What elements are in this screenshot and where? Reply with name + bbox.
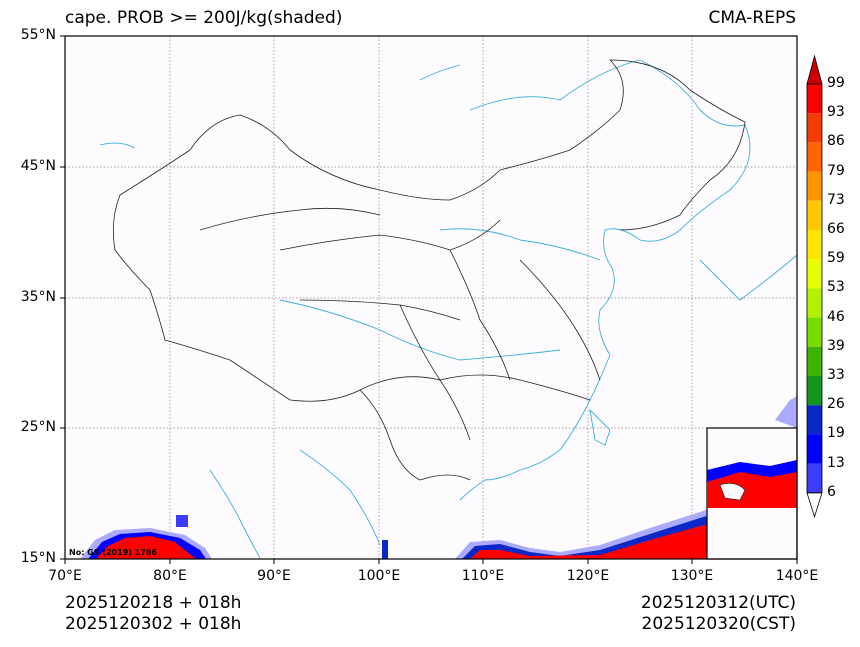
colorbar-level-label: 26	[827, 396, 845, 413]
init-time-cst: 2025120302 + 018h	[65, 614, 242, 634]
lon-label-70e: 70°E	[48, 568, 82, 584]
colorbar-segment	[807, 317, 822, 347]
lat-label-35n: 35°N	[20, 289, 56, 305]
colorbar-level-label: 33	[827, 367, 845, 383]
colorbar-level-label: 19	[827, 425, 845, 442]
lon-label-110e: 110°E	[461, 568, 505, 584]
colorbar-level-label: 99	[827, 75, 845, 91]
model-name: CMA-REPS	[708, 8, 796, 28]
colorbar-segment	[807, 288, 822, 318]
lon-label-90e: 90°E	[257, 568, 291, 584]
colorbar-segment	[807, 84, 822, 114]
colorbar-level-label: 59	[827, 250, 845, 267]
valid-time-cst: 2025120320(CST)	[641, 614, 796, 634]
chart-title: cape. PROB >= 200J/kg(shaded)	[65, 8, 343, 28]
colorbar-segment	[807, 434, 822, 464]
colorbar-level-label: 46	[827, 308, 845, 325]
colorbar-segment	[807, 230, 822, 260]
colorbar-segment	[807, 259, 822, 289]
lat-label-45n: 45°N	[20, 158, 56, 174]
colorbar-level-label: 79	[827, 162, 845, 179]
valid-time-utc: 2025120312(UTC)	[640, 593, 796, 613]
axis-ticks	[60, 35, 798, 564]
colorbar-level-label: 53	[827, 279, 845, 296]
colorbar-segment	[807, 376, 822, 406]
lon-label-80e: 80°E	[153, 568, 187, 584]
colorbar	[806, 54, 823, 519]
colorbar-level-label: 93	[827, 104, 845, 121]
colorbar-segment	[807, 463, 822, 493]
lat-label-25n: 25°N	[20, 419, 56, 435]
borders	[112, 59, 746, 481]
lon-label-100e: 100°E	[357, 568, 401, 584]
coastlines	[99, 59, 798, 559]
colorbar-level-label: 86	[827, 133, 845, 150]
map-background	[65, 36, 797, 559]
colorbar-level-label: 6	[827, 483, 836, 500]
graticule	[65, 36, 797, 559]
lon-label-130e: 130°E	[670, 568, 714, 584]
colorbar-segment	[807, 200, 822, 230]
colorbar-level-label: 39	[827, 337, 845, 354]
colorbar-level-label: 66	[827, 221, 845, 237]
map-review-number: No: GS (2019) 1786	[69, 548, 157, 557]
cape-shading	[80, 396, 797, 559]
colorbar-segment	[807, 346, 822, 376]
colorbar-segment	[807, 405, 822, 435]
colorbar-segment	[807, 113, 822, 143]
lon-label-120e: 120°E	[566, 568, 610, 584]
colorbar-extend-top	[806, 54, 823, 85]
lat-label-55n: 55°N	[20, 27, 56, 43]
colorbar-extend-bottom	[806, 492, 823, 519]
lon-label-140e: 140°E	[775, 568, 819, 584]
colorbar-outline	[806, 83, 823, 494]
colorbar-segment	[807, 171, 822, 201]
colorbar-segment	[807, 142, 822, 172]
colorbar-level-label: 13	[827, 454, 845, 471]
inset-map	[706, 427, 798, 560]
init-time-utc: 2025120218 + 018h	[65, 593, 242, 613]
lat-label-15n: 15°N	[20, 550, 56, 566]
colorbar-level-label: 73	[827, 191, 845, 208]
